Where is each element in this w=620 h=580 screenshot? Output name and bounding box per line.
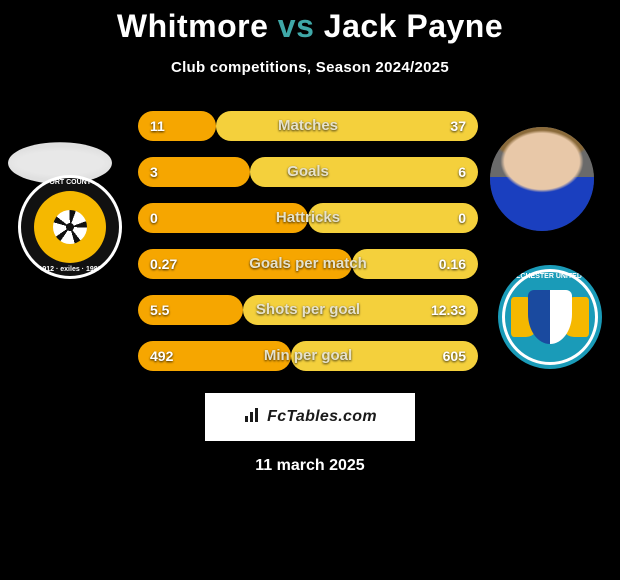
stat-value-right: 0 <box>458 203 466 233</box>
stat-value-right: 0.16 <box>439 249 466 279</box>
stat-label: Goals per match <box>138 249 478 279</box>
stat-row: Goals per match0.27 0.16 <box>138 249 478 279</box>
chart-icon <box>243 406 261 429</box>
player2-name: Jack Payne <box>324 8 503 44</box>
stat-row: Goals3 6 <box>138 157 478 187</box>
watermark-text: FcTables.com <box>267 408 377 426</box>
stat-value-left: 0 <box>150 203 158 233</box>
stat-value-right: 37 <box>450 111 466 141</box>
stat-value-right: 12.33 <box>431 295 466 325</box>
date: 11 march 2025 <box>0 457 620 475</box>
stat-value-left: 0.27 <box>150 249 177 279</box>
stat-row: Shots per goal5.5 12.33 <box>138 295 478 325</box>
player-photo-icon <box>490 127 594 231</box>
newport-crest-icon: NEWPORT COUNTY AFC 1912 · exiles · 1989 <box>18 175 122 279</box>
stat-label: Goals <box>138 157 478 187</box>
vs-separator: vs <box>278 8 315 44</box>
crest-text-bottom: 1912 · exiles · 1989 <box>18 266 122 273</box>
subtitle: Club competitions, Season 2024/2025 <box>0 59 620 76</box>
stat-value-right: 605 <box>443 341 466 371</box>
stat-label: Shots per goal <box>138 295 478 325</box>
stat-row: Matches11 37 <box>138 111 478 141</box>
watermark: FcTables.com <box>205 393 415 441</box>
player1-club-crest: NEWPORT COUNTY AFC 1912 · exiles · 1989 <box>18 175 122 279</box>
stat-value-left: 492 <box>150 341 173 371</box>
stat-row: Min per goal492 605 <box>138 341 478 371</box>
comparison-title: Whitmore vs Jack Payne <box>0 0 620 45</box>
stat-value-left: 11 <box>150 111 165 141</box>
stat-label: Matches <box>138 111 478 141</box>
stat-value-left: 3 <box>150 157 158 187</box>
crest-text-top: NEWPORT COUNTY AFC <box>18 179 122 186</box>
stat-value-left: 5.5 <box>150 295 169 325</box>
stat-row: Hattricks0 0 <box>138 203 478 233</box>
stat-label: Min per goal <box>138 341 478 371</box>
stat-label: Hattricks <box>138 203 478 233</box>
player2-avatar <box>490 127 594 231</box>
player1-name: Whitmore <box>117 8 269 44</box>
crest-text-top: COLCHESTER UNITED F.C <box>498 273 602 280</box>
stat-value-right: 6 <box>458 157 466 187</box>
content-area: NEWPORT COUNTY AFC 1912 · exiles · 1989 … <box>0 111 620 371</box>
colchester-crest-icon: COLCHESTER UNITED F.C <box>498 265 602 369</box>
stats-table: Matches11 37 Goals3 6 Hattricks0 0 Goals per m… <box>138 111 478 387</box>
player2-club-crest: COLCHESTER UNITED F.C <box>498 265 602 369</box>
